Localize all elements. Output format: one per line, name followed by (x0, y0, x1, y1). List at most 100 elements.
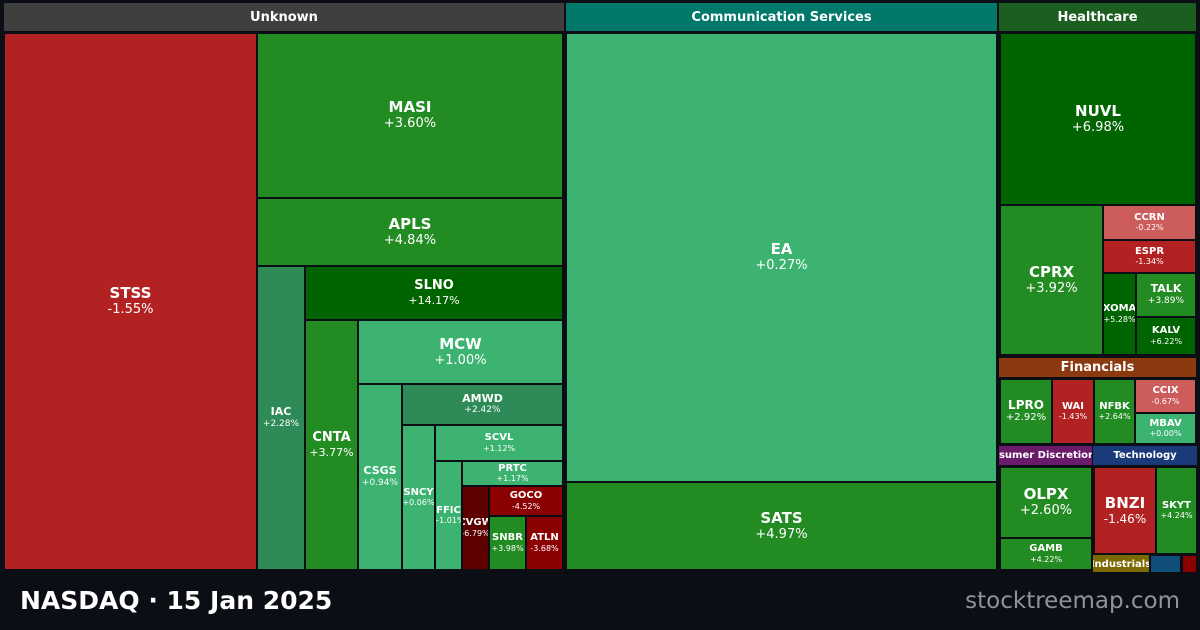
tile-bnzi[interactable]: BNZI -1.46% (1094, 467, 1156, 554)
ticker-symbol: MBAV (1149, 417, 1182, 429)
ticker-symbol: CSGS (363, 464, 397, 478)
tile-ea[interactable]: EA +0.27% (566, 33, 997, 482)
ticker-symbol: CCRN (1134, 211, 1165, 223)
ticker-change: -4.52% (511, 501, 541, 511)
tile-sncy[interactable]: SNCY +0.06% (402, 425, 435, 570)
ticker-symbol: CNTA (312, 429, 351, 445)
tile-apls[interactable]: APLS +4.84% (257, 198, 563, 266)
tile-prtc[interactable]: PRTC +1.17% (462, 461, 563, 486)
ticker-symbol: SATS (760, 508, 803, 527)
ticker-symbol: AMWD (462, 391, 503, 405)
ticker-change: -1.34% (1135, 257, 1164, 267)
tile-cprx[interactable]: CPRX +3.92% (1000, 205, 1103, 355)
ticker-symbol: CVGW (463, 517, 488, 529)
ticker-change: +2.42% (464, 405, 501, 416)
ticker-symbol: NFBK (1099, 400, 1130, 412)
tile-stss[interactable]: STSS -1.55% (4, 33, 257, 570)
ticker-symbol: EA (770, 240, 793, 259)
ticker-change: -1.46% (1103, 511, 1147, 526)
ticker-change: -1.55% (107, 302, 154, 318)
tile-snbr[interactable]: SNBR +3.98% (489, 516, 526, 570)
ticker-symbol: SNCY (403, 486, 434, 498)
ticker-symbol: SCVL (484, 432, 514, 444)
tile-skyt[interactable]: SKYT +4.24% (1156, 467, 1197, 554)
tile-mcw[interactable]: MCW +1.00% (358, 320, 563, 384)
ticker-symbol: XOMA (1103, 303, 1136, 315)
ticker-change: +3.98% (491, 543, 524, 553)
tile-ccix[interactable]: CCIX -0.67% (1135, 379, 1196, 413)
ticker-change: +4.22% (1029, 554, 1063, 564)
ticker-change: +3.77% (309, 445, 354, 459)
ticker-change: +1.12% (482, 443, 516, 453)
ticker-symbol: BNZI (1104, 493, 1146, 512)
ticker-symbol: OLPX (1023, 485, 1069, 504)
tile-csgs[interactable]: CSGS +0.94% (358, 384, 402, 570)
ticker-change: +14.17% (408, 293, 460, 307)
tile-goco[interactable]: GOCO -4.52% (489, 486, 563, 516)
ticker-change: +4.24% (1160, 511, 1193, 521)
ticker-symbol: WAI (1061, 400, 1085, 412)
tile-xoma[interactable]: XOMA +5.28% (1103, 273, 1136, 355)
tile-mbav[interactable]: MBAV +0.00% (1135, 413, 1196, 444)
tile-talk[interactable]: TALK +3.89% (1136, 273, 1196, 317)
tile-espr[interactable]: ESPR -1.34% (1103, 240, 1196, 273)
ticker-symbol: ESPR (1134, 245, 1165, 257)
ticker-change: +0.00% (1149, 429, 1182, 439)
ticker-change: +3.89% (1147, 295, 1185, 306)
ticker-change: +1.17% (496, 474, 529, 484)
tile-sats[interactable]: SATS +4.97% (566, 482, 997, 570)
tile-scvl[interactable]: SCVL +1.12% (435, 425, 563, 461)
tile-cnta[interactable]: CNTA +3.77% (305, 320, 358, 570)
sector-header-healthcare: Healthcare (999, 3, 1196, 32)
tile-nuvl[interactable]: NUVL +6.98% (1000, 33, 1196, 205)
ticker-symbol: SKYT (1161, 499, 1191, 511)
ticker-symbol: APLS (388, 214, 432, 233)
ticker-symbol: MASI (388, 98, 432, 117)
ticker-symbol: FFIC (436, 504, 461, 516)
sector-header-communication-services: Communication Services (566, 3, 997, 32)
tile-atln[interactable]: ATLN -3.68% (526, 516, 563, 570)
tile-masi[interactable]: MASI +3.60% (257, 33, 563, 198)
ticker-symbol: GAMB (1029, 543, 1063, 555)
tile-iac[interactable]: IAC +2.28% (257, 266, 305, 570)
tile-amwd[interactable]: AMWD +2.42% (402, 384, 563, 425)
ticker-change: +2.92% (1005, 412, 1047, 424)
ticker-change: -1.43% (1058, 412, 1088, 422)
tile-wai[interactable]: WAI -1.43% (1052, 379, 1094, 444)
tile-olpx[interactable]: OLPX +2.60% (1000, 467, 1092, 538)
ticker-change: +2.64% (1098, 412, 1131, 422)
footer: NASDAQ · 15 Jan 2025 stocktreemap.com (0, 572, 1200, 630)
tile-lpro[interactable]: LPRO +2.92% (1000, 379, 1052, 444)
ticker-change: -6.79% (462, 528, 489, 538)
ticker-change: -0.67% (1151, 396, 1180, 406)
sector-header-technology: Technology (1093, 446, 1197, 466)
ticker-symbol: CPRX (1028, 262, 1075, 281)
ticker-symbol: IAC (270, 405, 292, 419)
ticker-symbol: STSS (109, 284, 152, 303)
sector-header-unknown: Unknown (4, 3, 564, 32)
tile-ccrn[interactable]: CCRN -0.22% (1103, 205, 1196, 240)
ticker-change: +1.00% (434, 352, 487, 368)
ticker-change: +3.60% (383, 116, 437, 132)
ticker-change: +4.97% (755, 526, 808, 542)
ticker-change: +6.22% (1149, 336, 1183, 346)
ticker-symbol: PRTC (498, 462, 527, 474)
ticker-change: -3.68% (530, 543, 559, 553)
sector-header-consumer-discretionary: Consumer Discretionary (999, 446, 1092, 466)
ticker-change: +3.92% (1025, 280, 1078, 296)
ticker-change: +5.28% (1103, 314, 1136, 324)
tile-gamb[interactable]: GAMB +4.22% (1000, 538, 1092, 570)
ticker-change: +0.94% (361, 477, 399, 488)
tile-cvgw[interactable]: CVGW-6.79% (462, 486, 489, 570)
treemap: Unknown Communication Services Healthcare F… (4, 3, 1197, 574)
ticker-symbol: GOCO (509, 490, 543, 502)
tile-ffic[interactable]: FFIC+1.01% (435, 461, 462, 570)
tile-nfbk[interactable]: NFBK +2.64% (1094, 379, 1135, 444)
site-watermark: stocktreemap.com (965, 588, 1180, 614)
tile-kalv[interactable]: KALV +6.22% (1136, 317, 1196, 355)
ticker-change: -0.22% (1135, 223, 1164, 233)
ticker-symbol: ATLN (530, 532, 559, 544)
tile-slno[interactable]: SLNO +14.17% (305, 266, 563, 320)
ticker-symbol: MCW (439, 334, 482, 353)
ticker-symbol: CCIX (1152, 385, 1179, 397)
